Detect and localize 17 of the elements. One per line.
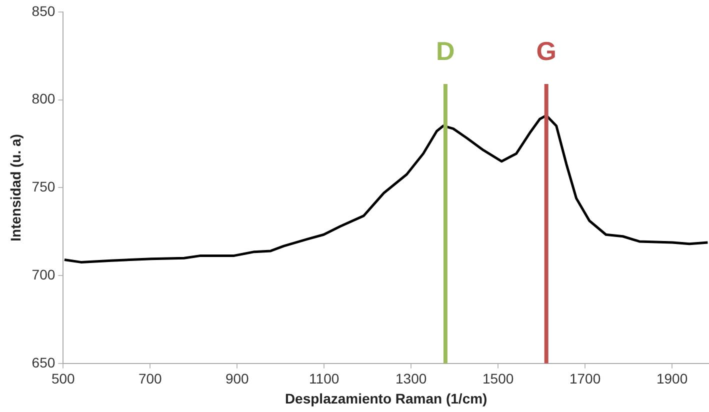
- x-tick-label: 900: [225, 370, 250, 387]
- x-tick-label: 1100: [309, 370, 340, 387]
- y-tick-label: 750: [32, 178, 56, 195]
- y-tick-label: 800: [32, 90, 56, 107]
- y-tick-label: 850: [32, 2, 56, 19]
- x-axis-title: Desplazamiento Raman (1/cm): [284, 390, 488, 406]
- y-axis-title: Intensidad (u. a): [7, 134, 24, 242]
- x-tick-label: 1300: [396, 370, 427, 387]
- ref-line-label: D: [436, 36, 455, 66]
- x-tick-label: 500: [51, 370, 76, 387]
- x-tick-label: 1500: [482, 370, 514, 387]
- x-tick-label: 1900: [656, 370, 688, 387]
- ref-line-label: G: [536, 36, 556, 66]
- y-tick-label: 700: [32, 266, 56, 282]
- y-tick-label: 650: [32, 354, 56, 370]
- x-tick-label: 700: [138, 370, 162, 387]
- x-tick-label: 1700: [569, 370, 601, 387]
